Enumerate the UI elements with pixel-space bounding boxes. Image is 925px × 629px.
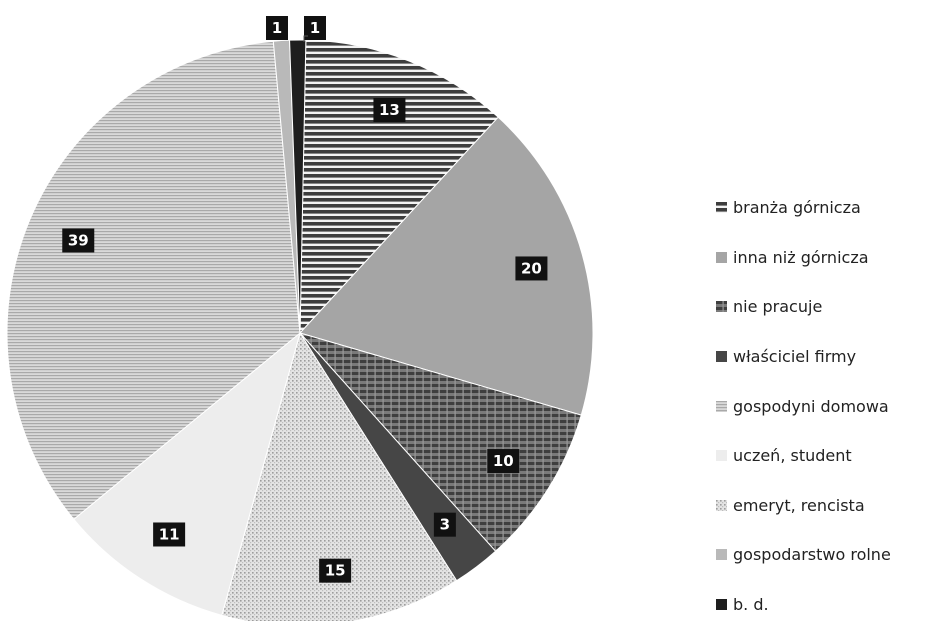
legend-label: właściciel firmy — [733, 347, 857, 367]
pie-slice-gospodyni-domowa — [6, 40, 301, 520]
data-label-box — [373, 98, 406, 123]
legend-swatch — [716, 450, 727, 462]
legend-label: nie pracuje — [733, 297, 823, 317]
data-label-value: 15 — [325, 562, 346, 580]
legend-label: gospodarstwo rolne — [733, 545, 891, 565]
legend-swatch — [716, 499, 727, 511]
data-label-branża-górnicza: 13 — [373, 98, 406, 123]
legend-label: b. d. — [733, 595, 769, 615]
legend-label: uczeń, student — [733, 446, 852, 466]
legend-swatch — [716, 599, 727, 611]
legend-swatch — [716, 251, 727, 263]
legend-item-uczeń-student: uczeń, student — [716, 431, 921, 481]
data-label-właściciel-firmy: 3 — [433, 512, 456, 537]
legend-item-gospodyni-domowa: gospodyni domowa — [716, 381, 921, 431]
data-label-box — [515, 256, 548, 281]
pie-slice-b-d — [289, 39, 307, 334]
pie-slice-uczeń-student — [73, 331, 301, 616]
data-label-gospodarstwo-rolne: 1 — [266, 16, 288, 40]
legend-swatch — [716, 351, 727, 363]
legend-item-branża-górnicza: branża górnicza — [716, 183, 921, 233]
data-label-box — [433, 512, 456, 537]
legend-swatch — [716, 301, 727, 313]
legend-label: gospodyni domowa — [733, 396, 889, 416]
legend-swatch — [716, 202, 727, 214]
data-label-value: 20 — [521, 259, 542, 277]
data-label-value: 10 — [493, 452, 514, 470]
data-label-emeryt-rencista: 15 — [319, 558, 352, 583]
legend-swatch — [716, 549, 727, 561]
data-label-nie-pracuje: 10 — [487, 449, 520, 474]
data-label-value: 1 — [310, 19, 320, 37]
data-label-box — [153, 522, 186, 547]
legend-label: branża górnicza — [733, 198, 861, 218]
legend-label: inna niż górnicza — [733, 247, 869, 267]
legend-item-b-d: b. d. — [716, 580, 921, 629]
data-label-inna-niż-górnicza: 20 — [515, 256, 548, 281]
legend-item-inna-niż-górnicza: inna niż górnicza — [716, 233, 921, 283]
data-label-value: 1 — [272, 19, 282, 37]
leader-line — [303, 35, 308, 42]
legend-item-emeryt-rencista: emeryt, rencista — [716, 481, 921, 531]
data-label-value: 11 — [159, 525, 180, 543]
data-label-gospodyni-domowa: 39 — [62, 228, 95, 253]
pie-slice-branża-górnicza — [299, 39, 499, 335]
legend-item-gospodarstwo-rolne: gospodarstwo rolne — [716, 530, 921, 580]
data-label-box — [487, 449, 520, 474]
data-label-box — [62, 228, 95, 253]
pie-slice-nie-pracuje — [298, 332, 582, 552]
data-label-value: 3 — [440, 516, 450, 534]
data-label-b-d: 1 — [304, 16, 326, 40]
legend-swatch — [716, 400, 727, 412]
data-label-box — [304, 16, 326, 40]
legend-item-nie-pracuje: nie pracuje — [716, 282, 921, 332]
data-label-value: 39 — [68, 231, 89, 249]
pie-slice-inna-niż-górnicza — [299, 116, 594, 416]
legend-item-właściciel-firmy: właściciel firmy — [716, 332, 921, 382]
legend: branża górnicza inna niż górnicza nie prac… — [716, 183, 921, 629]
data-label-uczeń-student: 11 — [153, 522, 186, 547]
legend-label: emeryt, rencista — [733, 495, 865, 515]
data-label-box — [266, 16, 288, 40]
data-label-value: 13 — [379, 101, 400, 119]
data-label-box — [319, 558, 352, 583]
